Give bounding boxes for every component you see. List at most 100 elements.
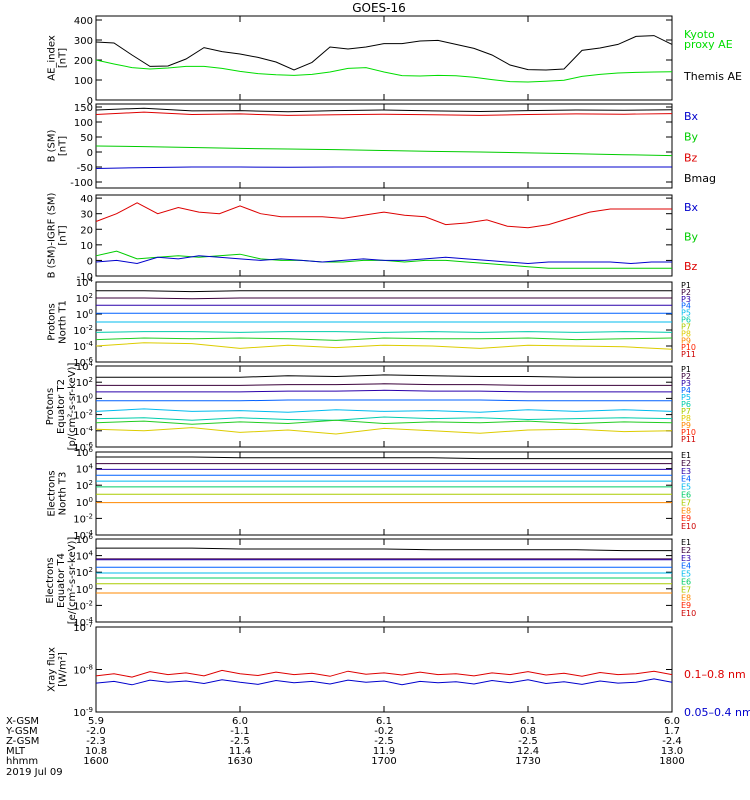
series-bz bbox=[95, 111, 673, 116]
y-axis-label: North T3 bbox=[58, 472, 69, 516]
series-by bbox=[95, 250, 672, 269]
legend-entry: Themis AE bbox=[683, 70, 742, 83]
channel-label: P7 bbox=[681, 322, 691, 331]
y-axis-label: [nT] bbox=[58, 136, 69, 156]
footer-value: 6.1 bbox=[376, 716, 392, 727]
channel-label: P10 bbox=[681, 343, 696, 352]
legend-entry: Bx bbox=[684, 110, 699, 123]
footer-value: 6.1 bbox=[520, 716, 536, 727]
channel-label: E10 bbox=[681, 609, 696, 618]
y-tick-label: 100 bbox=[74, 76, 93, 87]
channel-label: E1 bbox=[681, 451, 691, 460]
series-p4 bbox=[96, 399, 672, 402]
panel-frame bbox=[95, 538, 673, 623]
y-tick-label: 106 bbox=[76, 533, 94, 546]
y-tick-label: 0 bbox=[87, 256, 93, 267]
y-tick-label: 102 bbox=[76, 566, 93, 579]
footer-value: 1700 bbox=[371, 756, 396, 767]
y-tick-label: 50 bbox=[80, 133, 93, 144]
channel-label: P5 bbox=[681, 393, 691, 402]
series-p3 bbox=[96, 389, 672, 393]
y-axis-label: AE_index bbox=[47, 35, 58, 81]
y-tick-label: 30 bbox=[80, 210, 93, 221]
panel-2: -100 -50 0 50 100 150 B (SM) [nT] Bx By Bz Bmag bbox=[47, 103, 717, 189]
y-tick-label: 40 bbox=[80, 194, 93, 205]
footer-value: 10.8 bbox=[85, 746, 107, 757]
y-axis-label: Protons bbox=[47, 303, 58, 340]
date-label: 2019 Jul 09 bbox=[6, 767, 63, 778]
y-axis-label: Xray flux bbox=[47, 647, 58, 692]
series-p5 bbox=[95, 408, 673, 413]
footer-value: -2.5 bbox=[230, 736, 250, 747]
legend-entry: Bmag bbox=[684, 172, 716, 185]
channel-label: P8 bbox=[681, 414, 691, 423]
series-p7 bbox=[95, 337, 673, 341]
y-tick-label: 104 bbox=[76, 360, 94, 373]
channel-label: E2 bbox=[681, 546, 691, 555]
y-tick-label: 300 bbox=[74, 36, 93, 47]
channel-label: E10 bbox=[681, 522, 696, 531]
y-axis-label: Equator T4 bbox=[56, 553, 67, 608]
y-tick-label: -100 bbox=[70, 178, 93, 189]
series-p8 bbox=[95, 342, 673, 350]
series-kyoto-proxy-ae bbox=[95, 59, 673, 83]
y-tick-label: 10 bbox=[80, 241, 93, 252]
series-p1 bbox=[96, 290, 672, 293]
y-tick-label: 104 bbox=[76, 550, 94, 563]
channel-label: E8 bbox=[681, 506, 691, 515]
footer-value: 1.7 bbox=[664, 726, 680, 737]
channel-label: E9 bbox=[681, 601, 691, 610]
channel-label: P8 bbox=[681, 329, 691, 338]
legend-entry: 0.1–0.8 nm bbox=[684, 668, 746, 681]
channel-label: E5 bbox=[681, 483, 691, 492]
y-axis-label: [e/(cm²-s-sr-keV)] bbox=[67, 537, 78, 625]
channel-label: P4 bbox=[681, 386, 691, 395]
channel-label: P10 bbox=[681, 428, 696, 437]
y-tick-label: 102 bbox=[76, 376, 93, 389]
channel-label: P2 bbox=[681, 288, 691, 297]
y-axis-label: North T1 bbox=[58, 300, 69, 344]
channel-label: P11 bbox=[681, 435, 696, 444]
legend-entry: By bbox=[684, 231, 699, 244]
panel-frame bbox=[95, 451, 673, 536]
footer-value: 12.4 bbox=[517, 746, 539, 757]
footer-value: 0.8 bbox=[520, 726, 536, 737]
y-tick-label: 0 bbox=[87, 148, 93, 159]
series-0-1-0-8-nm bbox=[95, 669, 673, 678]
footer-value: -2.5 bbox=[518, 736, 538, 747]
channel-label: E5 bbox=[681, 570, 691, 579]
panel-frame bbox=[95, 103, 673, 189]
y-tick-label: 100 bbox=[76, 308, 93, 321]
channel-label: P1 bbox=[681, 281, 691, 290]
y-axis-label: [nT] bbox=[58, 48, 69, 68]
footer-value: 1800 bbox=[659, 756, 684, 767]
y-tick-label: -50 bbox=[77, 163, 93, 174]
channel-label: E3 bbox=[681, 554, 691, 563]
y-tick-label: 10-8 bbox=[73, 664, 93, 677]
legend-entry: proxy AE bbox=[684, 38, 733, 51]
channel-label: P7 bbox=[681, 407, 691, 416]
y-tick-label: 106 bbox=[76, 446, 94, 459]
channel-label: E6 bbox=[681, 491, 691, 500]
series-bx bbox=[95, 166, 672, 169]
channel-label: P5 bbox=[681, 309, 691, 318]
series-e1 bbox=[96, 456, 672, 460]
footer-value: -2.3 bbox=[86, 736, 106, 747]
y-tick-label: 10-7 bbox=[73, 621, 93, 634]
footer-row-label: Z-GSM bbox=[6, 736, 39, 747]
channel-label: E9 bbox=[681, 514, 691, 523]
y-tick-label: 104 bbox=[76, 463, 94, 476]
channel-label: P1 bbox=[681, 365, 691, 374]
y-tick-label: -10 bbox=[77, 272, 93, 283]
channel-label: E7 bbox=[681, 585, 691, 594]
y-tick-label: 104 bbox=[76, 276, 94, 289]
footer-value: 5.9 bbox=[88, 716, 104, 727]
footer-value: -2.4 bbox=[662, 736, 682, 747]
y-tick-label: 150 bbox=[74, 103, 93, 114]
series-p2 bbox=[96, 383, 672, 386]
panel-frame bbox=[95, 15, 673, 101]
